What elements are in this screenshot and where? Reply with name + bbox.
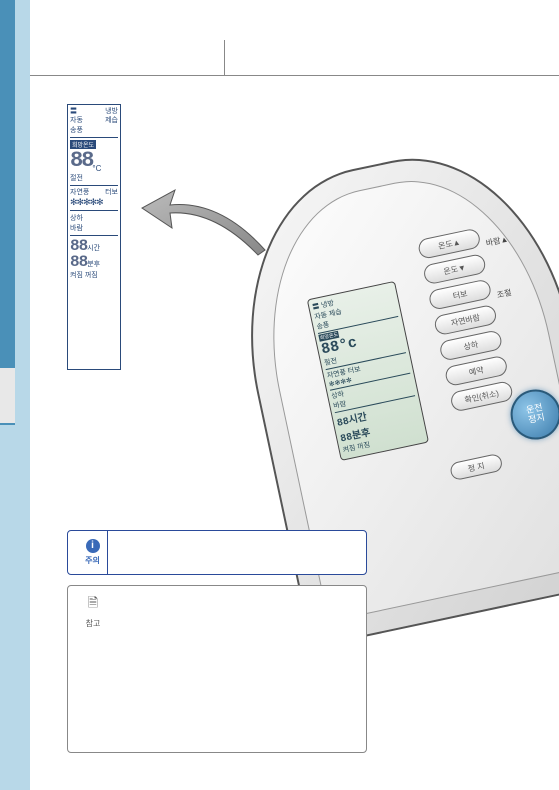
note-label: 참고 xyxy=(86,618,101,629)
lcd-swing-1: 상하 xyxy=(70,213,118,223)
lcd-timer-min-label: 분후 xyxy=(87,259,100,269)
btn-bottom[interactable]: 정 지 xyxy=(449,453,504,481)
lcd-mode-cool: 냉방 xyxy=(105,107,118,116)
lcd-sig-icon: 〓 xyxy=(70,107,77,116)
header-tab-divider xyxy=(30,40,225,75)
lcd-timer-min: 88 xyxy=(70,254,87,270)
callout-arrow-icon xyxy=(140,180,270,260)
lcd-mode-auto: 자동 xyxy=(70,116,83,125)
lcd-powersave: 절전 xyxy=(70,173,118,183)
note-callout: 🗎 참고 xyxy=(67,585,367,753)
left-sidebar-tab xyxy=(0,368,15,423)
remote-lcd: 〓 냉방 자동 제습 송풍 희망온도 88°c 절전 자연풍 터보 ✻✻✻✻ 상… xyxy=(307,281,429,461)
header-underline xyxy=(30,75,559,76)
lcd-mode-fan: 송풍 xyxy=(70,125,118,135)
note-icon: 🗎 xyxy=(88,594,98,616)
lcd-natural: 자연풍 xyxy=(70,188,89,197)
caution-icon: i xyxy=(86,539,100,553)
side-label-2: 조절 xyxy=(496,287,513,301)
note-tab: 🗎 참고 xyxy=(78,594,108,629)
lcd-mode-dehum: 제습 xyxy=(105,116,118,125)
btn-confirm[interactable]: 확인(취소) xyxy=(449,380,514,412)
caution-tab: i 주의 xyxy=(78,530,108,574)
lcd-timer-hr-label: 시간 xyxy=(87,243,100,253)
lcd-fanspeed-icons: ✻✻✻✻✻ xyxy=(70,197,118,208)
btn-power[interactable]: 운전 정지 xyxy=(506,385,559,444)
lcd-temp-value: 88 xyxy=(70,151,92,171)
caution-label: 주의 xyxy=(85,555,100,566)
lcd-swing-2: 바람 xyxy=(70,223,118,233)
caution-callout: i 주의 xyxy=(67,530,367,575)
left-sidebar-inner xyxy=(0,0,15,425)
btn-power-label: 운전 정지 xyxy=(525,403,545,426)
side-label-1: 바람▲ xyxy=(485,233,509,248)
lcd-display-panel: 〓 냉방 자동 제습 송풍 희망온도 88 °C 절전 자연풍 터보 ✻✻✻✻✻… xyxy=(67,104,121,370)
lcd-timer-hr: 88 xyxy=(70,238,87,254)
lcd-temp-unit: °C xyxy=(92,164,101,173)
lcd-turbo: 터보 xyxy=(105,188,118,197)
lcd-onoff: 켜짐 꺼짐 xyxy=(70,270,118,280)
remote-button-column: 온도▲ 온도▼ 터보 자연바람 상하 예약 확인(취소) xyxy=(417,228,514,413)
